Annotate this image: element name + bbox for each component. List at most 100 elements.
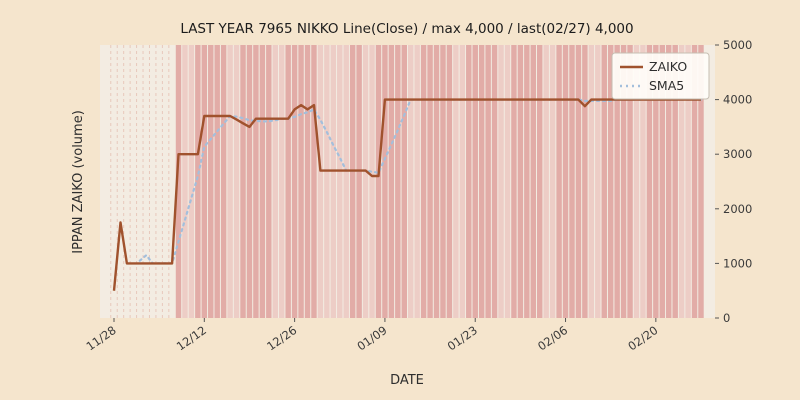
day-band [691, 45, 698, 318]
y-tick-label: 2000 [723, 202, 752, 216]
day-band [427, 45, 433, 318]
zaiko-line [112, 98, 701, 291]
day-band [188, 45, 195, 318]
chart-title: LAST YEAR 7965 NIKKO Line(Close) / max 4… [180, 21, 633, 37]
day-band [175, 45, 182, 318]
x-tick-label: 12/26 [264, 323, 299, 353]
day-band [575, 45, 582, 318]
day-band [246, 45, 253, 318]
day-band [330, 45, 337, 318]
day-band [420, 45, 427, 318]
day-band [253, 45, 259, 318]
day-band [633, 45, 640, 318]
day-band [530, 45, 537, 318]
x-tick-label: 01/23 [445, 323, 480, 353]
day-band [614, 45, 620, 318]
x-axis-label: DATE [390, 373, 424, 388]
day-band [453, 45, 459, 318]
day-band [317, 45, 324, 318]
y-axis-label: IPPAN ZAIKO (volume) [71, 110, 86, 254]
day-band [556, 45, 562, 318]
day-band [543, 45, 549, 318]
x-tick-label: 12/12 [174, 323, 209, 353]
day-band [659, 45, 666, 318]
day-band [304, 45, 311, 318]
day-band [595, 45, 601, 318]
legend: ZAIKO SMA5 [611, 52, 710, 100]
day-band [414, 45, 420, 318]
day-band [504, 45, 511, 318]
day-band [375, 45, 382, 318]
day-band [620, 45, 627, 318]
day-band [588, 45, 595, 318]
day-band [182, 45, 188, 318]
day-band [562, 45, 569, 318]
day-band [195, 45, 201, 318]
day-band [324, 45, 330, 318]
day-band [472, 45, 478, 318]
day-band [537, 45, 543, 318]
day-band [478, 45, 485, 318]
y-tick-label: 0 [723, 311, 730, 325]
day-band [433, 45, 440, 318]
day-band [517, 45, 524, 318]
day-band [369, 45, 375, 318]
legend-box [611, 52, 710, 100]
y-tick-label: 1000 [723, 256, 752, 270]
day-band [491, 45, 498, 318]
x-tick-label: 01/09 [354, 323, 389, 353]
day-band [446, 45, 453, 318]
y-tick-label: 3000 [723, 147, 752, 161]
day-band [278, 45, 285, 318]
day-band [511, 45, 517, 318]
day-band [601, 45, 607, 318]
day-band [208, 45, 214, 318]
day-band [678, 45, 685, 318]
day-band [485, 45, 491, 318]
day-band [408, 45, 414, 318]
x-tick-label: 02/06 [535, 323, 570, 353]
day-band [388, 45, 395, 318]
x-tick-label: 11/28 [84, 323, 119, 353]
day-band [498, 45, 504, 318]
day-band [524, 45, 530, 318]
day-band [220, 45, 227, 318]
day-band [272, 45, 278, 318]
day-band [298, 45, 304, 318]
day-band [672, 45, 678, 318]
day-band [266, 45, 272, 318]
day-band [582, 45, 588, 318]
day-band [401, 45, 407, 318]
day-band [233, 45, 240, 318]
day-band [646, 45, 653, 318]
day-band [607, 45, 614, 318]
day-band [201, 45, 208, 318]
day-band [640, 45, 646, 318]
day-band [259, 45, 266, 318]
day-band [214, 45, 220, 318]
day-band [382, 45, 388, 318]
day-band [459, 45, 466, 318]
x-tick-label: 02/20 [625, 323, 660, 353]
legend-zaiko-label: ZAIKO [649, 59, 687, 74]
day-band [311, 45, 317, 318]
legend-sma5-label: SMA5 [649, 78, 684, 93]
day-band [337, 45, 343, 318]
day-band [395, 45, 401, 318]
day-band [569, 45, 575, 318]
day-band [653, 45, 659, 318]
y-tick-label: 4000 [723, 93, 752, 107]
day-band [685, 45, 691, 318]
day-band [362, 45, 369, 318]
day-band [227, 45, 233, 318]
day-band [240, 45, 246, 318]
day-band [356, 45, 362, 318]
day-band [343, 45, 349, 318]
day-band [285, 45, 291, 318]
day-band [549, 45, 556, 318]
day-band [349, 45, 356, 318]
day-band [291, 45, 298, 318]
y-tick-label: 5000 [723, 38, 752, 52]
day-band [466, 45, 472, 318]
